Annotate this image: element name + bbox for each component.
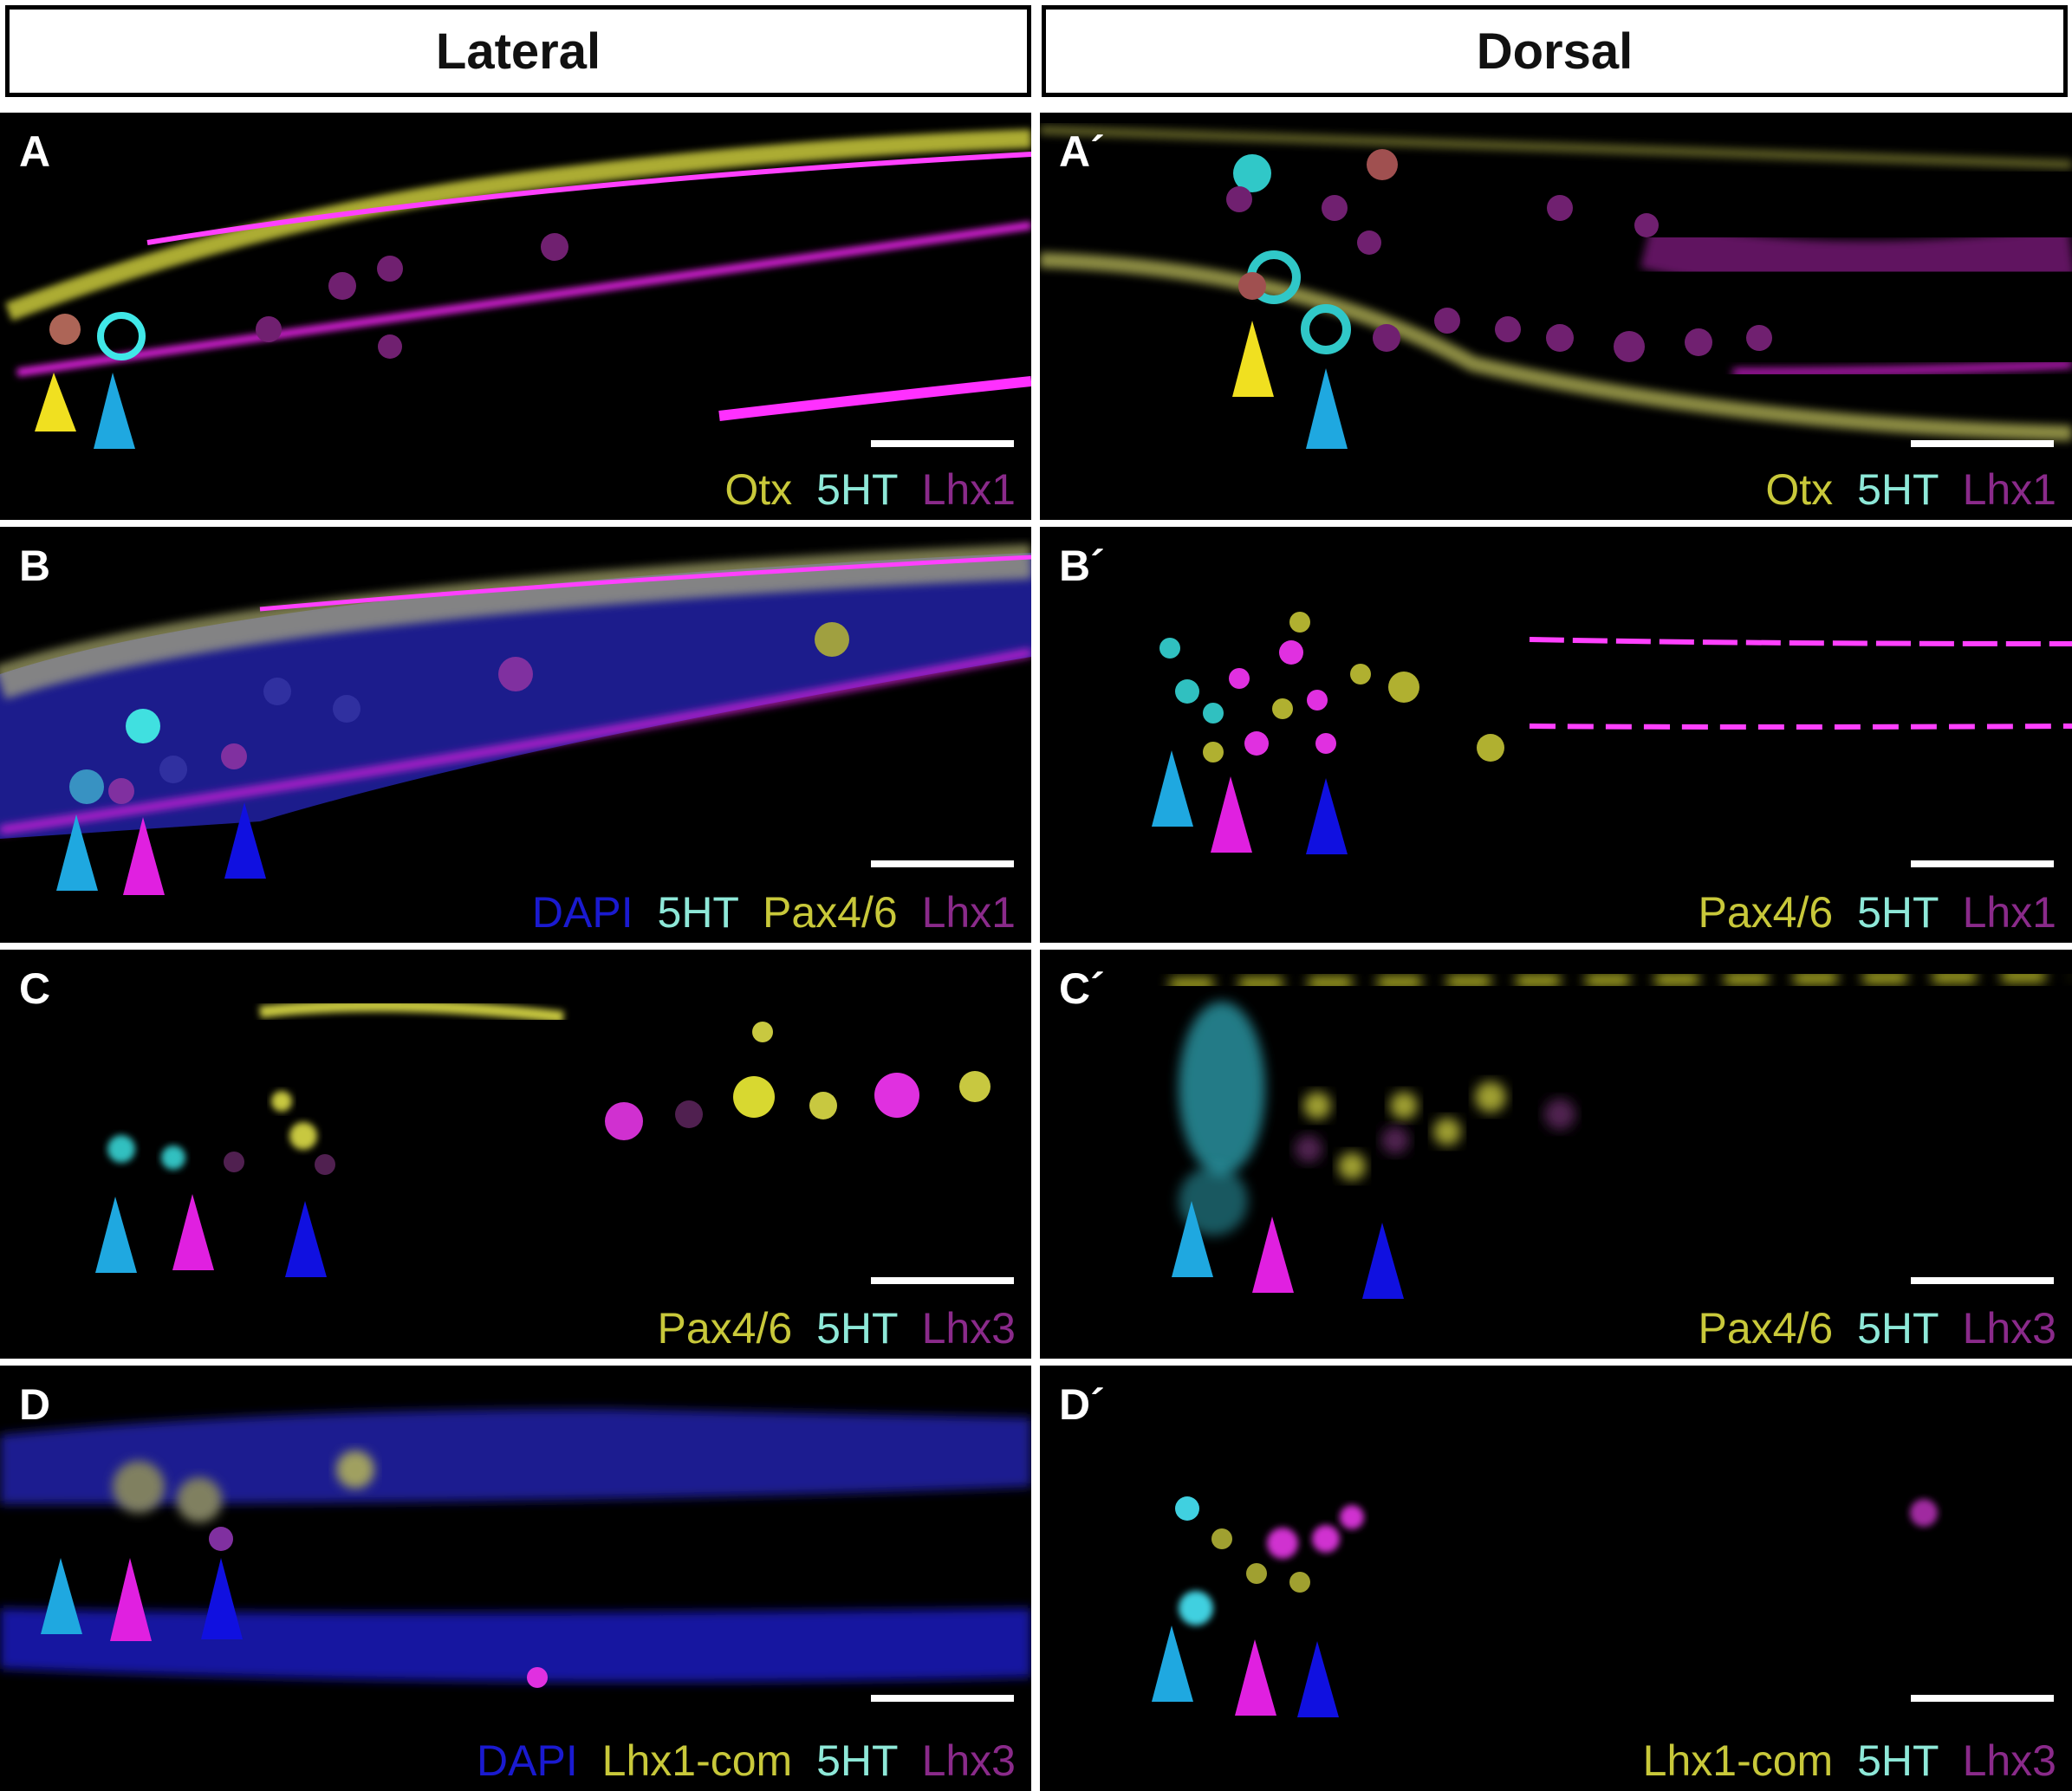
legend-otx: Otx <box>1765 465 1834 514</box>
arrowhead-cyan-icon <box>94 373 135 449</box>
panel-a-prime-image <box>1040 126 2072 449</box>
panel-c-prime-image <box>1169 969 2072 1299</box>
legend-lhx3: Lhx3 <box>921 1736 1016 1785</box>
arrowhead-cyan-icon <box>56 814 98 891</box>
panel-c-image <box>95 999 991 1277</box>
panel-b-label: B <box>19 542 51 590</box>
arrowhead-blue-icon <box>224 802 266 879</box>
legend-lhx1: Lhx1 <box>921 888 1016 937</box>
arrowhead-magenta-icon <box>123 817 165 895</box>
panel-a-label: A <box>19 127 51 176</box>
arrowhead-yellow-icon <box>35 373 76 432</box>
panel-a-prime: A´ Otx 5HT Lhx1 <box>1040 113 2072 520</box>
panel-b-legend: DAPI 5HT Pax4/6 Lhx1 <box>520 887 1016 938</box>
arrowhead-magenta-icon <box>172 1194 214 1270</box>
legend-lhx3: Lhx3 <box>921 1304 1016 1353</box>
arrowhead-blue-icon <box>201 1558 243 1639</box>
panel-b: B DAPI 5HT Pax4/6 Lhx1 <box>0 527 1031 943</box>
arrowhead-cyan-icon <box>1306 368 1348 449</box>
panel-d-prime-image <box>1152 1496 1938 1717</box>
legend-lhx1-com: Lhx1-com <box>1642 1736 1834 1785</box>
legend-otx: Otx <box>724 465 793 514</box>
legend-5ht: 5HT <box>1857 465 1939 514</box>
lateral-header: Lateral <box>5 5 1031 97</box>
arrowhead-magenta-icon <box>110 1558 152 1641</box>
panel-d-prime-label: D´ <box>1059 1380 1105 1429</box>
legend-5ht: 5HT <box>816 1736 898 1785</box>
scale-bar <box>1911 1277 2054 1284</box>
arrowhead-cyan-icon <box>1152 750 1193 827</box>
panel-b-prime: B´ Pax4/6 5HT Lhx1 <box>1040 527 2072 943</box>
arrowhead-blue-icon <box>1306 778 1348 854</box>
scale-bar <box>871 1695 1014 1702</box>
legend-5ht: 5HT <box>816 1304 898 1353</box>
panel-a-image <box>5 129 1031 449</box>
scale-bar <box>1911 1695 2054 1702</box>
panel-b-image <box>0 544 1031 895</box>
arrowhead-cyan-icon <box>1172 1201 1213 1277</box>
legend-5ht: 5HT <box>1857 888 1939 937</box>
panel-d-prime-legend: Lhx1-com 5HT Lhx3 <box>1631 1736 2056 1786</box>
panel-a-prime-legend: Otx 5HT Lhx1 <box>1753 464 2056 515</box>
legend-5ht: 5HT <box>816 465 898 514</box>
panel-a-legend: Otx 5HT Lhx1 <box>712 464 1016 515</box>
arrowhead-cyan-icon <box>41 1558 82 1634</box>
panel-d-label: D <box>19 1380 51 1429</box>
legend-pax46: Pax4/6 <box>1698 888 1834 937</box>
arrowhead-cyan-icon <box>95 1197 137 1273</box>
scale-bar <box>1911 440 2054 447</box>
arrowhead-magenta-icon <box>1235 1639 1276 1716</box>
arrowhead-yellow-icon <box>1232 321 1274 397</box>
scale-bar <box>871 440 1014 447</box>
scale-bar <box>1911 860 2054 867</box>
panel-d-legend: DAPI Lhx1-com 5HT Lhx3 <box>464 1736 1016 1786</box>
legend-dapi: DAPI <box>531 888 633 937</box>
panel-b-prime-image <box>1152 612 2072 854</box>
legend-5ht: 5HT <box>1857 1304 1939 1353</box>
panel-b-prime-legend: Pax4/6 5HT Lhx1 <box>1686 887 2056 938</box>
legend-5ht: 5HT <box>1857 1736 1939 1785</box>
legend-5ht: 5HT <box>657 888 739 937</box>
legend-lhx3: Lhx3 <box>1962 1304 2056 1353</box>
panel-c-label: C <box>19 964 51 1013</box>
arrowhead-magenta-icon <box>1211 776 1252 853</box>
legend-dapi: DAPI <box>477 1736 578 1785</box>
panel-c-prime-legend: Pax4/6 5HT Lhx3 <box>1686 1303 2056 1353</box>
arrowhead-blue-icon <box>285 1201 327 1277</box>
arrowhead-blue-icon <box>1297 1641 1339 1717</box>
panel-a-prime-label: A´ <box>1059 127 1105 176</box>
panel-c-legend: Pax4/6 5HT Lhx3 <box>646 1303 1016 1353</box>
arrowhead-magenta-icon <box>1252 1217 1294 1293</box>
panel-d-image <box>0 1409 1031 1688</box>
panel-c-prime-label: C´ <box>1059 964 1105 1013</box>
dorsal-header-text: Dorsal <box>1476 23 1634 80</box>
panel-c-prime: C´ Pax4/6 5HT Lhx3 <box>1040 950 2072 1359</box>
dorsal-header: Dorsal <box>1042 5 2068 97</box>
legend-pax46: Pax4/6 <box>1698 1304 1834 1353</box>
legend-pax46: Pax4/6 <box>762 888 898 937</box>
arrowhead-cyan-icon <box>1152 1626 1193 1702</box>
panel-d-prime: D´ Lhx1-com 5HT Lhx3 <box>1040 1366 2072 1791</box>
arrowhead-blue-icon <box>1362 1223 1404 1299</box>
lateral-header-text: Lateral <box>435 23 601 80</box>
panel-a: A Otx 5HT Lhx1 <box>0 113 1031 520</box>
scale-bar <box>871 1277 1014 1284</box>
panel-d: D DAPI Lhx1-com 5HT Lhx3 <box>0 1366 1031 1791</box>
legend-lhx1: Lhx1 <box>1962 465 2056 514</box>
legend-lhx3: Lhx3 <box>1962 1736 2056 1785</box>
panel-c: C Pax4/6 5HT Lhx3 <box>0 950 1031 1359</box>
legend-pax46: Pax4/6 <box>657 1304 793 1353</box>
legend-lhx1-com: Lhx1-com <box>601 1736 793 1785</box>
panel-b-prime-label: B´ <box>1059 542 1105 590</box>
scale-bar <box>871 860 1014 867</box>
legend-lhx1: Lhx1 <box>1962 888 2056 937</box>
legend-lhx1: Lhx1 <box>921 465 1016 514</box>
